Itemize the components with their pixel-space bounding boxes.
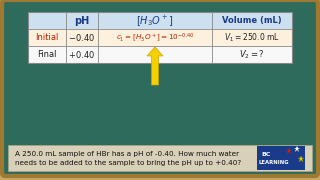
FancyBboxPatch shape <box>2 0 318 176</box>
Bar <box>257 146 305 170</box>
Bar <box>28 46 292 63</box>
Text: LEARNING: LEARNING <box>259 159 290 165</box>
Bar <box>28 12 292 63</box>
Text: $V_1 = 250.0\ \mathrm{mL}$: $V_1 = 250.0\ \mathrm{mL}$ <box>224 31 280 44</box>
Text: $[H_3O^+]$: $[H_3O^+]$ <box>136 13 174 28</box>
Bar <box>8 145 312 171</box>
Text: needs to be added to the sample to bring the pH up to +0.40?: needs to be added to the sample to bring… <box>15 160 241 166</box>
Polygon shape <box>147 47 163 85</box>
Bar <box>28 29 292 46</box>
Text: BC: BC <box>261 152 270 156</box>
Text: $c_1 = [H_3O^+] = 10^{-0.40}$: $c_1 = [H_3O^+] = 10^{-0.40}$ <box>116 31 195 44</box>
Text: $V_2 = ?$: $V_2 = ?$ <box>239 48 265 61</box>
Text: $-0.40$: $-0.40$ <box>68 32 95 43</box>
Text: Volume (mL): Volume (mL) <box>222 16 282 25</box>
Bar <box>28 12 292 29</box>
Text: Initial: Initial <box>35 33 59 42</box>
Text: pH: pH <box>74 15 90 26</box>
Text: $+0.40$: $+0.40$ <box>68 49 95 60</box>
Text: A 250.0 mL sample of HBr has a pH of -0.40. How much water: A 250.0 mL sample of HBr has a pH of -0.… <box>15 151 239 157</box>
Text: Final: Final <box>37 50 57 59</box>
